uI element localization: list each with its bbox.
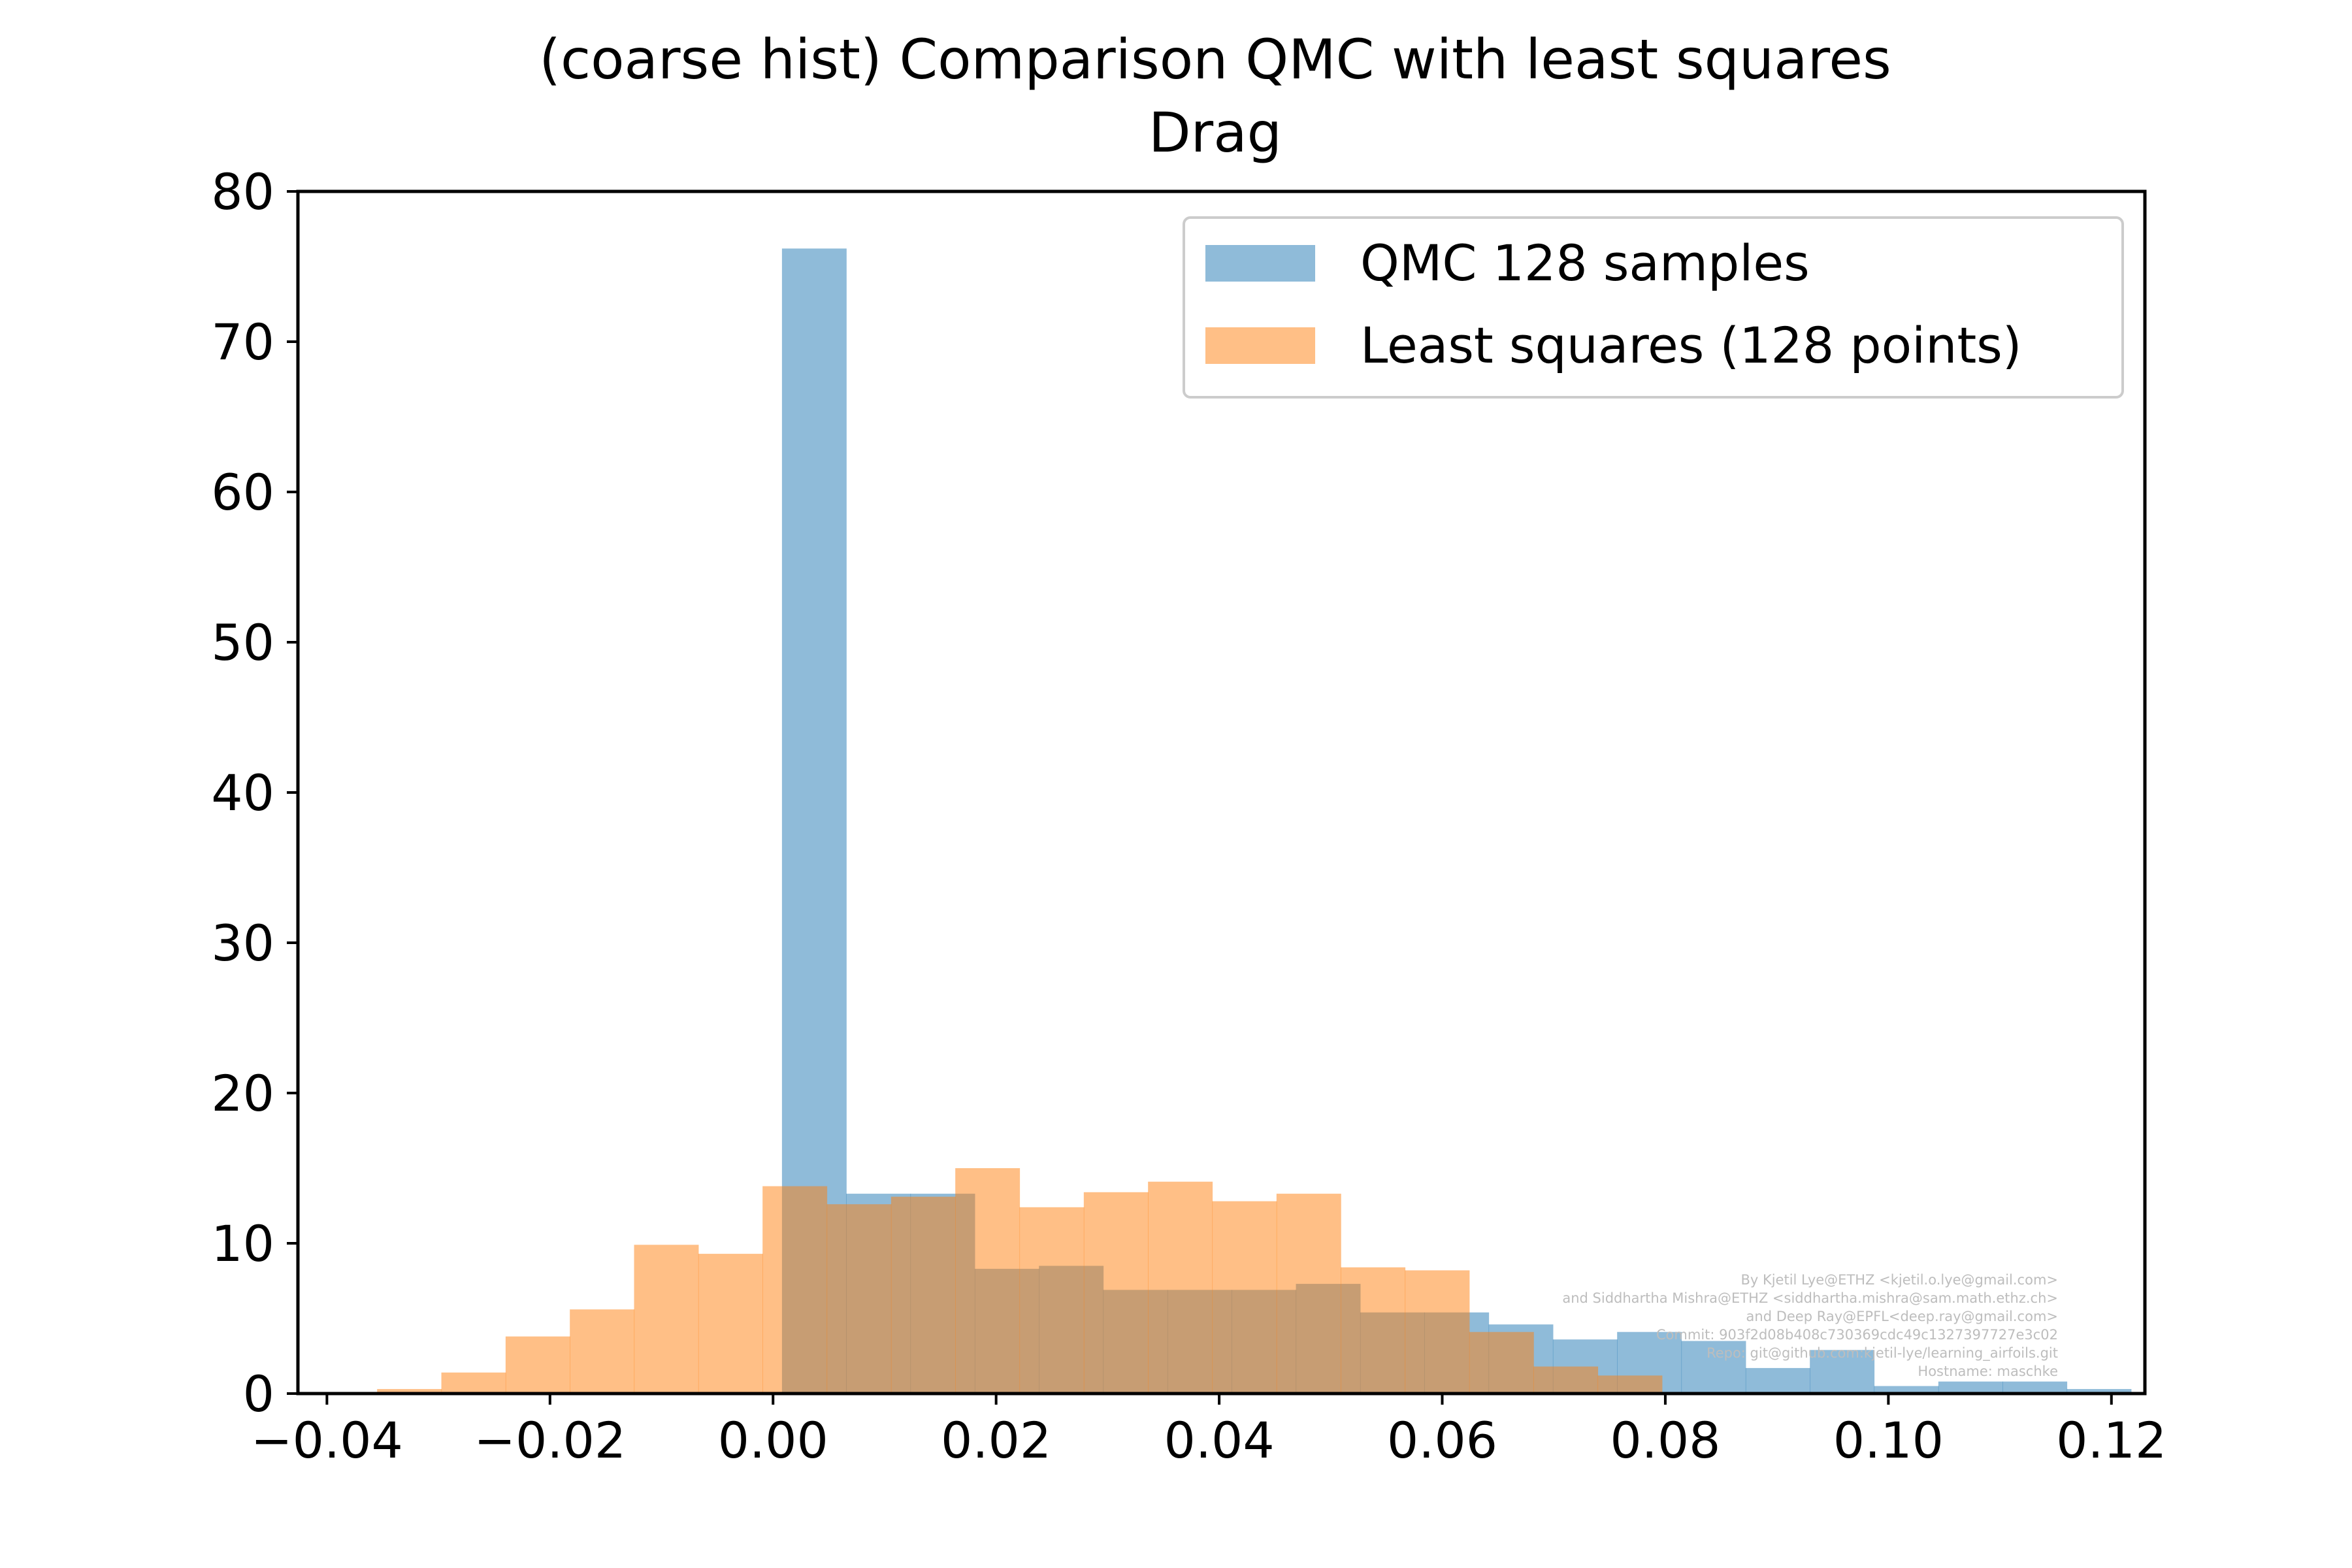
series-1-bar-11 — [1083, 1192, 1149, 1394]
series-1-bar-4 — [634, 1245, 699, 1394]
series-1-bar-2 — [505, 1336, 570, 1394]
y-tick-label: 0 — [243, 1365, 274, 1423]
series-0-bar-16 — [1810, 1350, 1875, 1394]
series-1-bar-6 — [762, 1186, 828, 1394]
series-1-bar-0 — [377, 1389, 442, 1394]
legend-swatch-1 — [1205, 327, 1315, 364]
y-tick-label: 40 — [211, 764, 274, 822]
watermark-line: Repo: git@github.com:kjetil-lye/learning… — [1707, 1345, 2058, 1362]
series-1-bar-5 — [698, 1254, 763, 1394]
series-1-bar-12 — [1148, 1181, 1213, 1394]
y-tick-label: 30 — [211, 914, 274, 972]
series-1-bar-7 — [826, 1204, 892, 1394]
series-0-bar-15 — [1745, 1367, 1810, 1394]
x-tick-label: −0.02 — [474, 1411, 626, 1469]
legend-label-1: Least squares (128 points) — [1360, 316, 2022, 374]
x-tick-label: 0.10 — [1833, 1411, 1944, 1469]
x-tick-label: −0.04 — [251, 1411, 403, 1469]
x-tick-label: 0.08 — [1610, 1411, 1720, 1469]
series-0-bar-19 — [2002, 1381, 2068, 1394]
series-1-bar-1 — [441, 1372, 506, 1394]
series-0-bar-18 — [1938, 1381, 2003, 1394]
series-1-bar-15 — [1341, 1267, 1406, 1394]
series-1-bar-9 — [955, 1168, 1021, 1394]
series-1-bar-13 — [1212, 1201, 1277, 1394]
y-tick-label: 70 — [211, 313, 274, 371]
plot-frame — [296, 189, 2147, 1396]
legend-label-0: QMC 128 samples — [1360, 234, 1810, 292]
series-0-bar-14 — [1681, 1341, 1746, 1394]
x-tick-label: 0.02 — [941, 1411, 1051, 1469]
x-tick-label: 0.12 — [2056, 1411, 2166, 1469]
x-tick-label: 0.00 — [718, 1411, 828, 1469]
legend-swatch-0 — [1205, 245, 1315, 282]
series-1-bar-3 — [570, 1309, 635, 1394]
chart-subtitle: Drag — [1149, 101, 1282, 165]
y-tick-label: 80 — [211, 163, 274, 221]
series-1-bar-8 — [890, 1196, 956, 1394]
watermark: By Kjetil Lye@ETHZ <kjetil.o.lye@gmail.c… — [1562, 1272, 2058, 1379]
series-0-bar-17 — [1874, 1386, 1939, 1394]
watermark-line: and Deep Ray@EPFL<deep.ray@gmail.com> — [1746, 1309, 2058, 1324]
series-0-bar-20 — [2066, 1389, 2132, 1394]
series-1-bar-10 — [1019, 1207, 1085, 1394]
series-1-bar-17 — [1469, 1331, 1534, 1394]
watermark-line: and Siddhartha Mishra@ETHZ <siddhartha.m… — [1562, 1290, 2058, 1306]
watermark-line: Commit: 903f2d08b408c730369cdc49c1327397… — [1656, 1327, 2058, 1343]
x-tick-label: 0.04 — [1164, 1411, 1274, 1469]
chart-title: (coarse hist) Comparison QMC with least … — [539, 27, 1891, 91]
legend: QMC 128 samples Least squares (128 points… — [1183, 216, 2124, 399]
bars-layer — [377, 248, 2132, 1394]
y-tick-label: 10 — [211, 1215, 274, 1273]
series-1-bar-19 — [1597, 1375, 1663, 1394]
series-1-bar-14 — [1276, 1194, 1341, 1394]
watermark-line: Hostname: maschke — [1918, 1364, 2058, 1379]
series-1-bar-16 — [1405, 1270, 1470, 1394]
series-1-bar-18 — [1533, 1366, 1599, 1394]
axis-ticks: −0.04 −0.02 0.00 0.02 0.04 0.06 0.08 0.10 0.12 0 1… — [211, 163, 2166, 1469]
y-tick-label: 50 — [211, 613, 274, 672]
x-tick-label: 0.06 — [1387, 1411, 1497, 1469]
y-tick-label: 20 — [211, 1064, 274, 1122]
legend-box — [1183, 216, 2124, 399]
y-tick-label: 60 — [211, 463, 274, 521]
watermark-line: By Kjetil Lye@ETHZ <kjetil.o.lye@gmail.c… — [1740, 1272, 2058, 1288]
